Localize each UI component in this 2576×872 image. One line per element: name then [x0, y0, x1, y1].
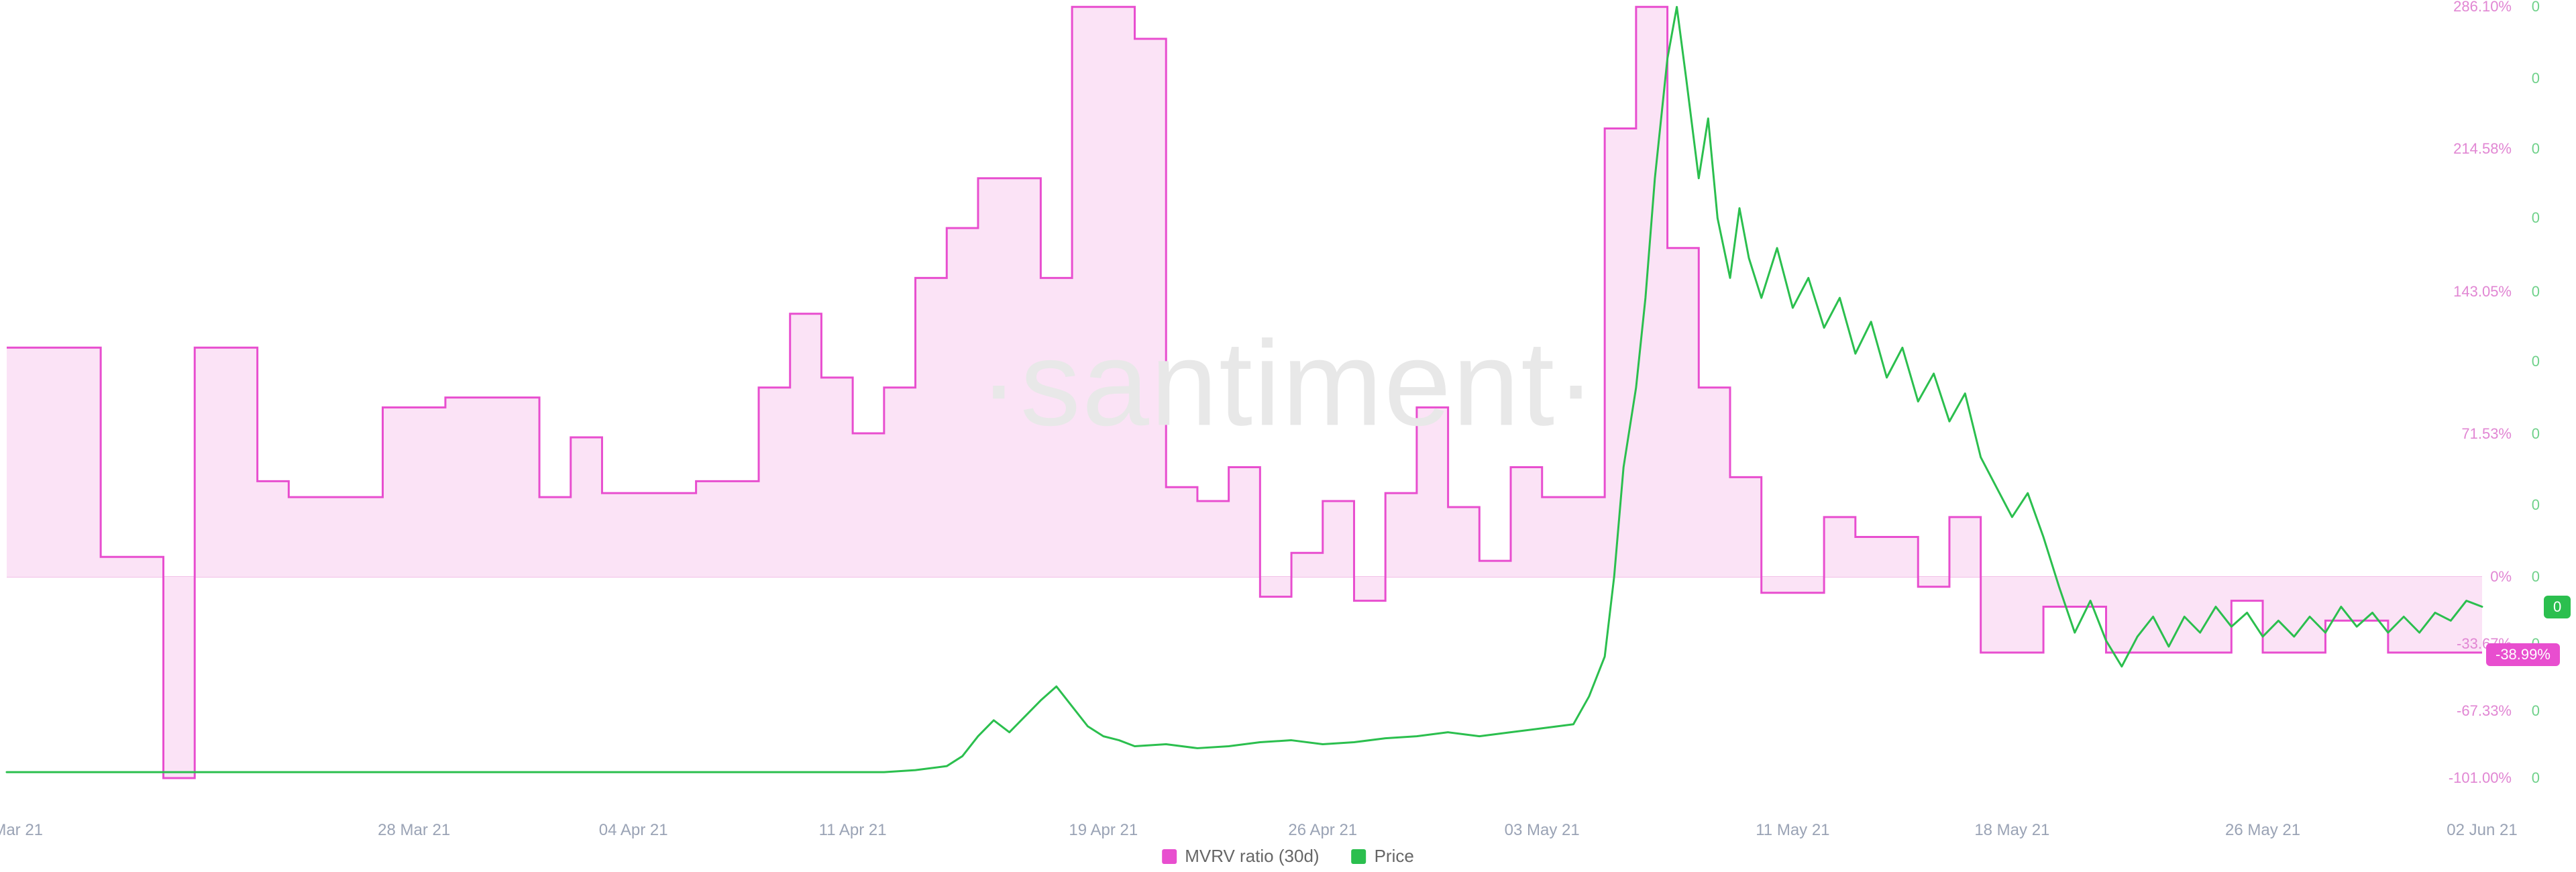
legend-swatch-price: [1352, 849, 1366, 864]
legend-label-price: Price: [1375, 846, 1414, 867]
x-tick-label: 28 Mar 21: [378, 821, 450, 840]
legend-item-mvrv[interactable]: MVRV ratio (30d): [1162, 846, 1319, 867]
price-current-badge: 0: [2544, 596, 2571, 618]
x-tick-label: 15 Mar 21: [0, 821, 43, 840]
legend: MVRV ratio (30d) Price: [1162, 846, 1414, 867]
x-axis: 15 Mar 21 28 Mar 21 04 Apr 21 11 Apr 21 19 A…: [0, 821, 2576, 841]
mvrv-line: [7, 7, 2482, 778]
legend-label-mvrv: MVRV ratio (30d): [1185, 846, 1319, 867]
x-tick-label: 26 Apr 21: [1288, 821, 1357, 840]
x-tick-label: 18 May 21: [1974, 821, 2049, 840]
chart-container: ·santiment· 15 Mar 2128 Mar 2104 Apr 211…: [0, 0, 2576, 872]
price-line: [7, 7, 2482, 772]
legend-swatch-mvrv: [1162, 849, 1177, 864]
x-tick-label: 03 May 21: [1505, 821, 1580, 840]
legend-item-price[interactable]: Price: [1352, 846, 1414, 867]
x-tick-label: 04 Apr 21: [599, 821, 668, 840]
x-tick-label: 26 May 21: [2225, 821, 2300, 840]
x-tick-label: 02 Jun 21: [2447, 821, 2517, 840]
mvrv-area: [7, 7, 2482, 778]
x-tick-label: 11 Apr 21: [819, 821, 887, 840]
x-tick-label: 19 Apr 21: [1069, 821, 1138, 840]
x-tick-label: 11 May 21: [1756, 821, 1829, 840]
chart-svg: [0, 0, 2576, 872]
mvrv-current-badge: -38.99%: [2486, 643, 2560, 666]
